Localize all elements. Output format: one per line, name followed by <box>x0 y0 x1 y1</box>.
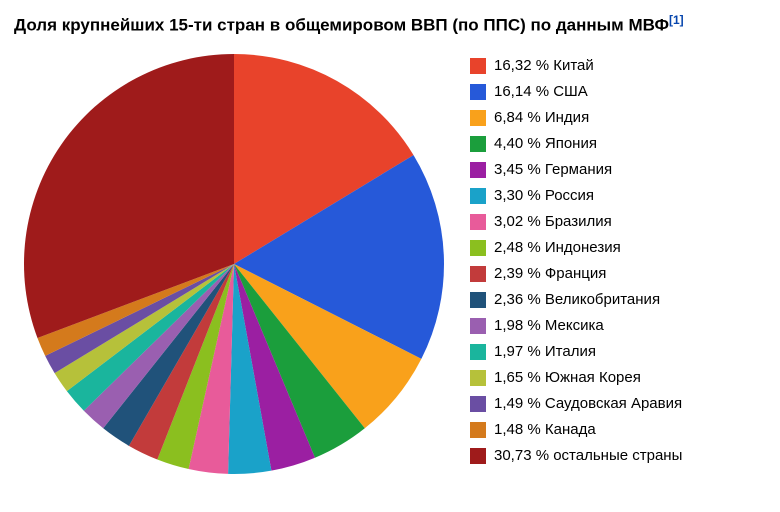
legend-label: 1,65 % Южная Корея <box>494 370 641 385</box>
legend-swatch <box>470 136 486 152</box>
legend-label: 30,73 % остальные страны <box>494 448 682 463</box>
legend-swatch <box>470 318 486 334</box>
legend-swatch <box>470 396 486 412</box>
legend-label: 16,14 % США <box>494 84 588 99</box>
legend-item: 2,39 % Франция <box>470 266 682 282</box>
legend-label: 3,45 % Германия <box>494 162 612 177</box>
legend: 16,32 % Китай 16,14 % США 6,84 % Индия 4,40… <box>470 58 682 464</box>
legend-label: 1,49 % Саудовская Аравия <box>494 396 682 411</box>
legend-item: 16,14 % США <box>470 84 682 100</box>
legend-item: 1,65 % Южная Корея <box>470 370 682 386</box>
title-reference-link[interactable]: [1] <box>669 13 684 27</box>
legend-swatch <box>470 370 486 386</box>
chart-title: Доля крупнейших 15-ти стран в общемирово… <box>14 12 766 36</box>
legend-swatch <box>470 422 486 438</box>
legend-swatch <box>470 344 486 360</box>
legend-label: 2,36 % Великобритания <box>494 292 660 307</box>
legend-item: 30,73 % остальные страны <box>470 448 682 464</box>
legend-label: 1,48 % Канада <box>494 422 596 437</box>
legend-item: 3,30 % Россия <box>470 188 682 204</box>
legend-swatch <box>470 214 486 230</box>
legend-label: 6,84 % Индия <box>494 110 589 125</box>
legend-swatch <box>470 448 486 464</box>
legend-swatch <box>470 240 486 256</box>
legend-label: 4,40 % Япония <box>494 136 597 151</box>
legend-item: 4,40 % Япония <box>470 136 682 152</box>
legend-swatch <box>470 58 486 74</box>
legend-item: 1,97 % Италия <box>470 344 682 360</box>
pie-chart <box>14 44 454 484</box>
legend-swatch <box>470 266 486 282</box>
legend-item: 1,48 % Канада <box>470 422 682 438</box>
legend-item: 2,48 % Индонезия <box>470 240 682 256</box>
legend-label: 3,30 % Россия <box>494 188 594 203</box>
legend-label: 2,48 % Индонезия <box>494 240 621 255</box>
legend-item: 3,45 % Германия <box>470 162 682 178</box>
legend-swatch <box>470 292 486 308</box>
legend-label: 16,32 % Китай <box>494 58 594 73</box>
legend-label: 1,98 % Мексика <box>494 318 604 333</box>
legend-item: 3,02 % Бразилия <box>470 214 682 230</box>
legend-item: 6,84 % Индия <box>470 110 682 126</box>
legend-swatch <box>470 84 486 100</box>
legend-label: 3,02 % Бразилия <box>494 214 612 229</box>
legend-swatch <box>470 162 486 178</box>
legend-label: 1,97 % Италия <box>494 344 596 359</box>
legend-swatch <box>470 110 486 126</box>
legend-label: 2,39 % Франция <box>494 266 606 281</box>
chart-title-text: Доля крупнейших 15-ти стран в общемирово… <box>14 16 669 35</box>
chart-area: 16,32 % Китай 16,14 % США 6,84 % Индия 4,40… <box>14 44 766 484</box>
legend-swatch <box>470 188 486 204</box>
legend-item: 16,32 % Китай <box>470 58 682 74</box>
legend-item: 2,36 % Великобритания <box>470 292 682 308</box>
legend-item: 1,98 % Мексика <box>470 318 682 334</box>
legend-item: 1,49 % Саудовская Аравия <box>470 396 682 412</box>
